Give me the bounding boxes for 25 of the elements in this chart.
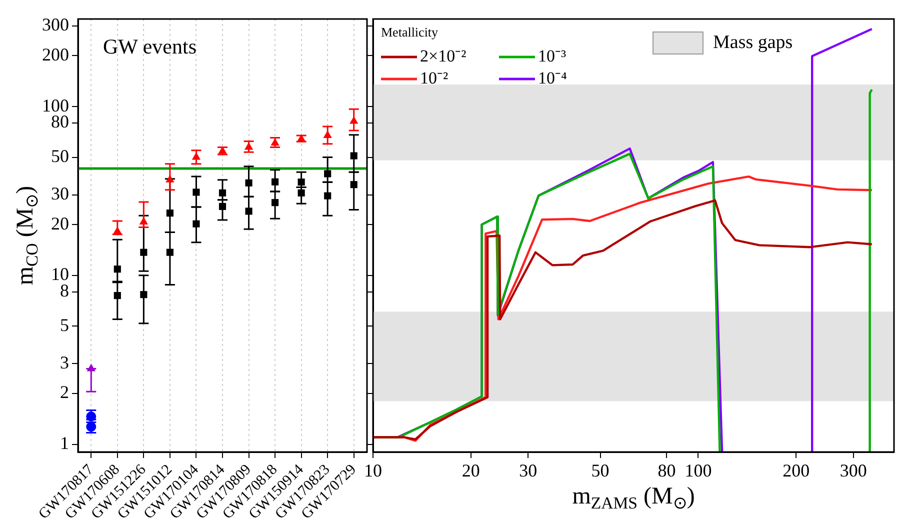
- x-tick-label: 20: [462, 460, 480, 481]
- x-tick-label: 100: [684, 460, 712, 481]
- legend-label: Mass gaps: [713, 32, 793, 53]
- y-tick-label: 200: [42, 44, 69, 64]
- y-tick-label: 50: [51, 146, 69, 166]
- legend-label: 2×10⁻²: [420, 46, 466, 66]
- x-tick-label: 10: [364, 460, 382, 481]
- y-tick-label: 300: [42, 14, 69, 35]
- text: GW events: [103, 34, 197, 59]
- x-tick-label: 200: [782, 460, 810, 481]
- y-tick-label: 20: [51, 213, 69, 234]
- y-tick-label: 30: [51, 184, 69, 204]
- y-tick-label: 2: [60, 382, 69, 402]
- y-axis-title: mCO (M⊙): [12, 186, 42, 286]
- x-tick-label: 50: [591, 460, 610, 481]
- legend-label: 10⁻²: [420, 68, 448, 88]
- y-tick-label: 3: [60, 352, 69, 372]
- legend-label: 10⁻⁴: [538, 68, 567, 88]
- legend-label: 10⁻³: [538, 46, 566, 66]
- x-tick-label: 300: [840, 460, 867, 481]
- legend-title: Metallicity: [381, 24, 439, 40]
- x-tick-label: 80: [658, 460, 676, 481]
- y-tick-label: 5: [60, 314, 69, 335]
- x-tick-label: 30: [519, 460, 538, 481]
- y-tick-label: 1: [60, 433, 69, 454]
